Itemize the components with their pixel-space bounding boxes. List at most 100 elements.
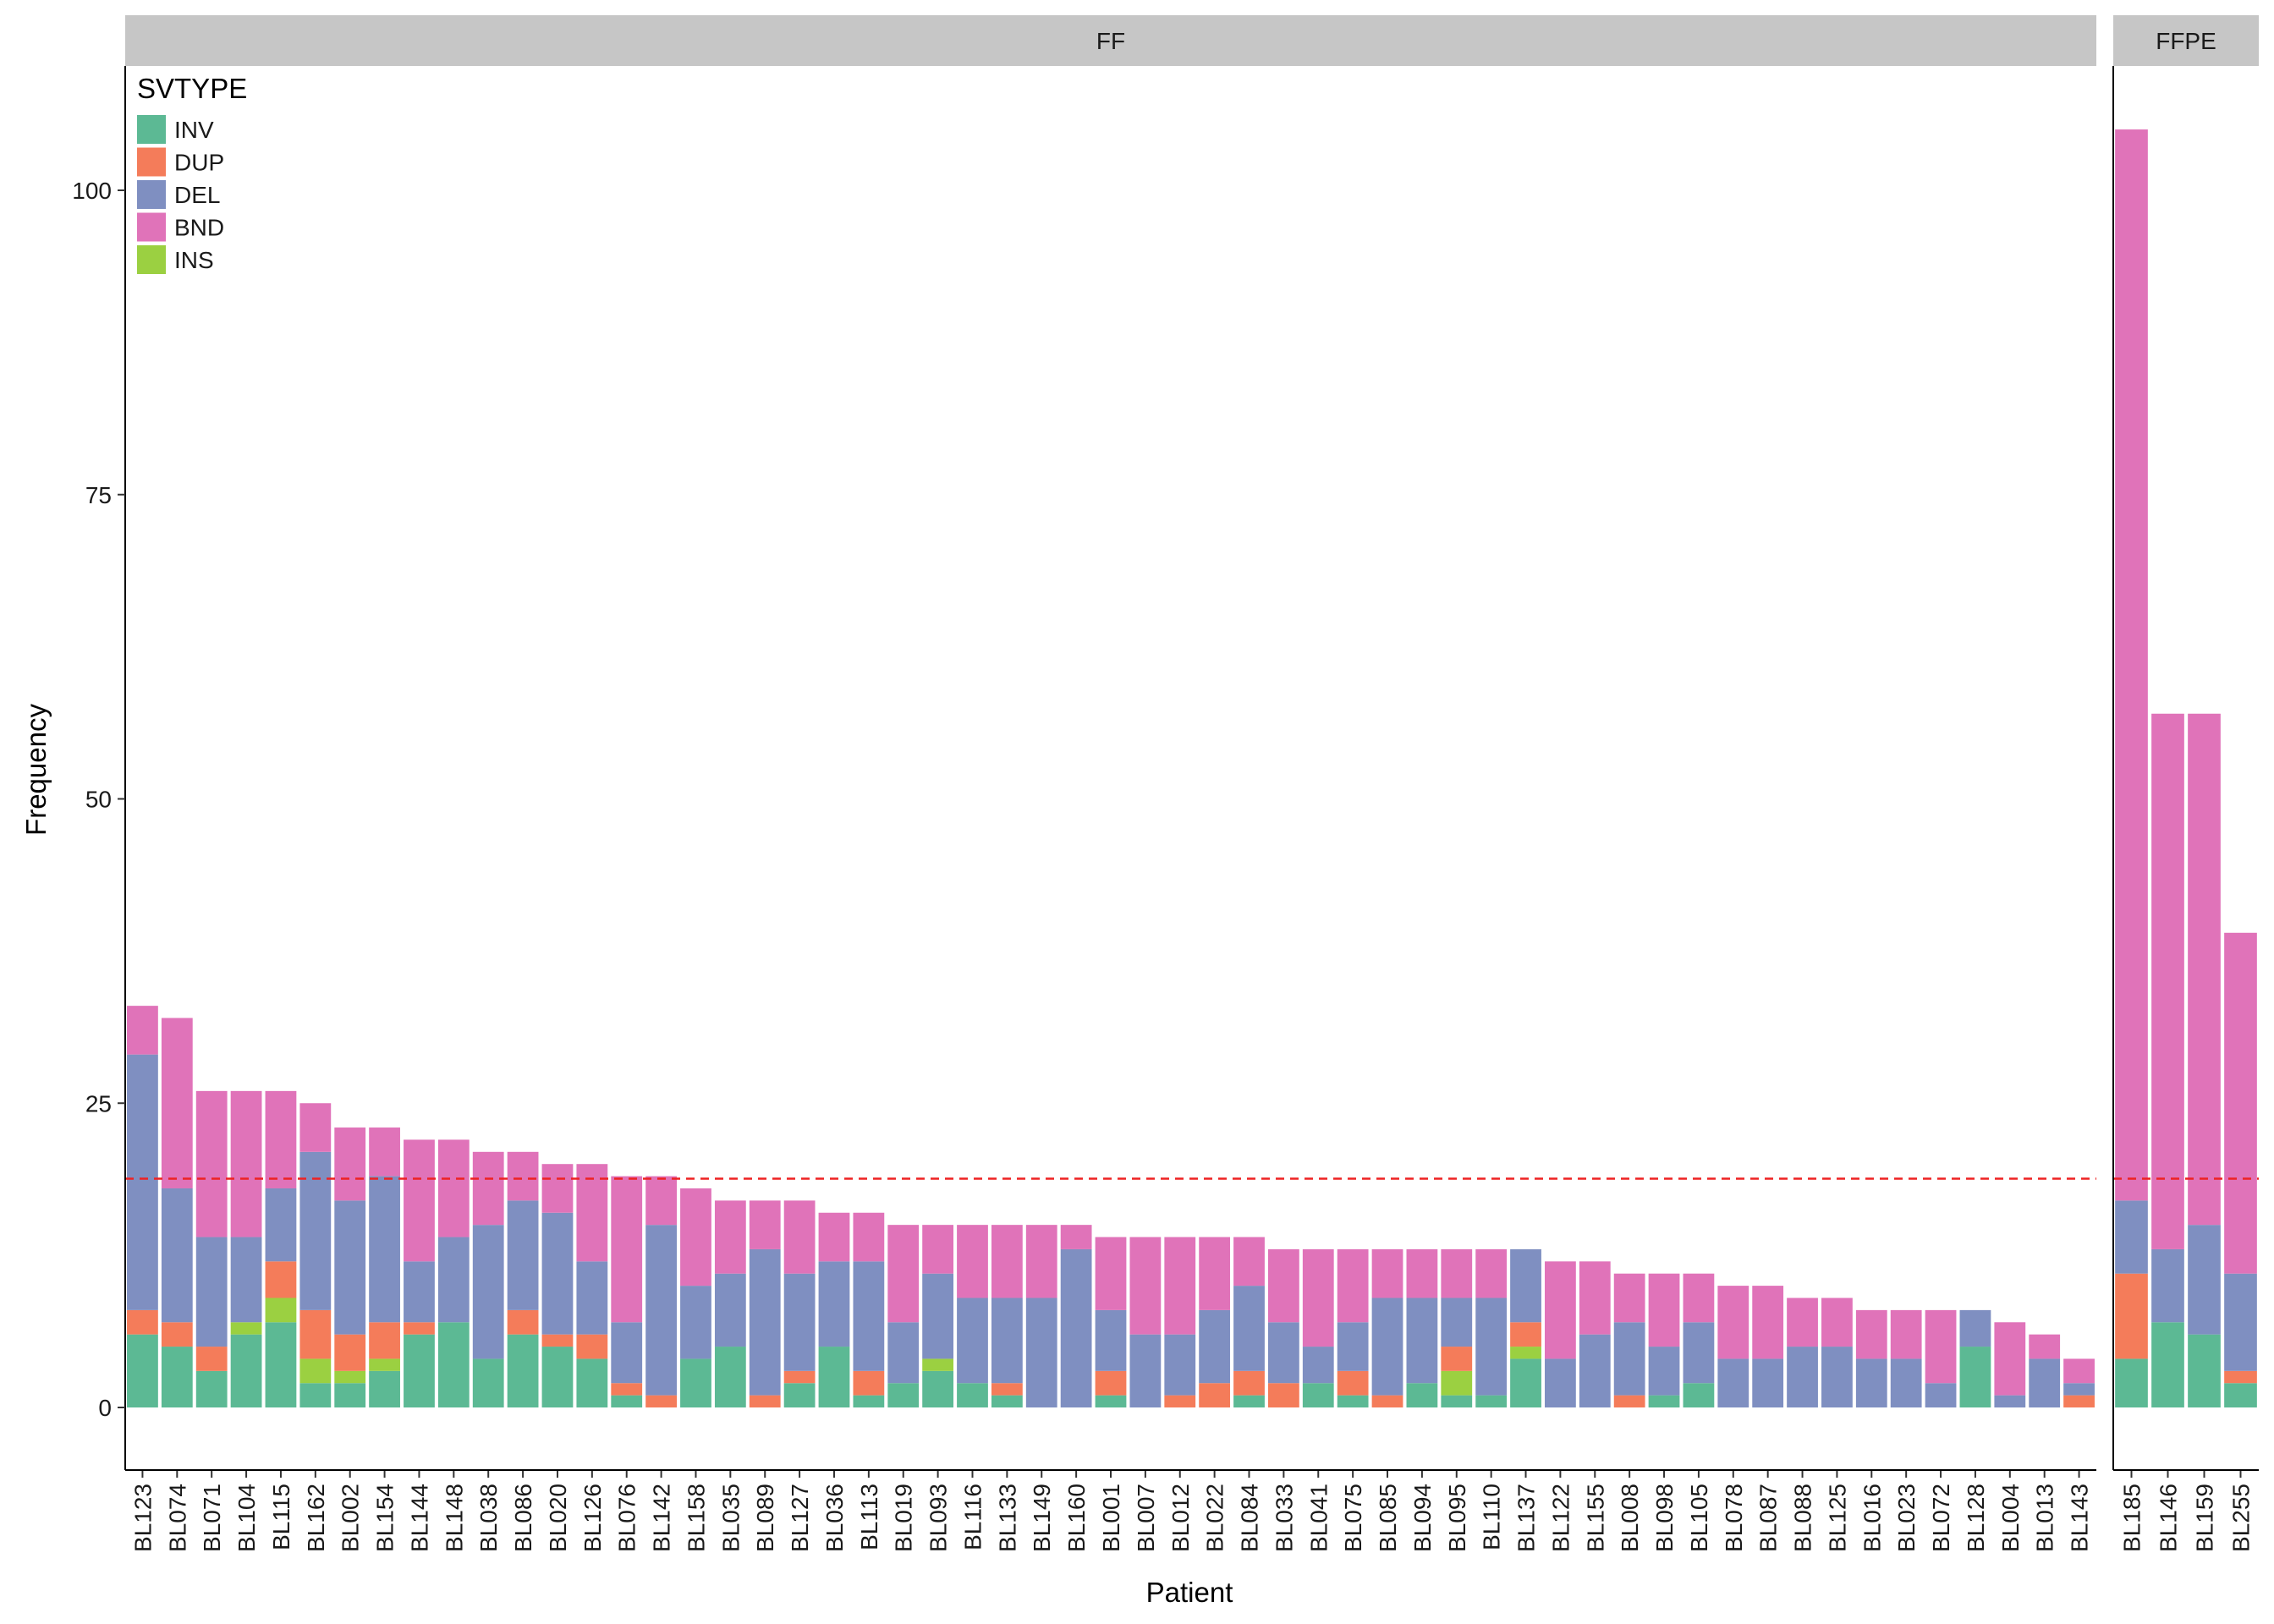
bar-segment-BL115-bnd xyxy=(265,1090,297,1188)
x-tick-label: BL038 xyxy=(475,1484,502,1552)
bar-segment-BL012-del xyxy=(1164,1334,1196,1396)
x-tick-label: BL127 xyxy=(787,1484,813,1552)
bar-segment-BL104-bnd xyxy=(230,1090,262,1237)
bar-segment-BL088-del xyxy=(1787,1347,1818,1407)
x-tick-label: BL087 xyxy=(1755,1484,1782,1552)
x-tick-label: BL162 xyxy=(303,1484,329,1552)
legend-label: INV xyxy=(174,117,214,143)
bar-segment-BL160-del xyxy=(1060,1248,1092,1407)
bar-segment-BL016-bnd xyxy=(1855,1309,1887,1359)
x-tick-label: BL122 xyxy=(1547,1484,1574,1552)
bar-segment-BL146-bnd xyxy=(2151,713,2184,1249)
bar-segment-BL038-inv xyxy=(472,1358,504,1407)
bar-segment-BL113-dup xyxy=(853,1370,885,1396)
bar-segment-BL143-dup xyxy=(2063,1395,2095,1407)
bar-segment-BL115-ins xyxy=(265,1298,297,1323)
x-tick-label: BL078 xyxy=(1721,1484,1747,1552)
x-tick-label: BL133 xyxy=(994,1484,1020,1552)
bar-segment-BL148-bnd xyxy=(437,1139,470,1237)
bar-segment-BL127-dup xyxy=(783,1370,816,1384)
x-tick-label: BL128 xyxy=(1963,1484,1989,1552)
x-tick-label: BL105 xyxy=(1686,1484,1712,1552)
bar-segment-BL162-inv xyxy=(299,1383,332,1407)
x-tick-label: BL020 xyxy=(545,1484,571,1552)
bar-segment-BL116-inv xyxy=(957,1383,988,1407)
bar-segment-BL088-bnd xyxy=(1787,1298,1818,1347)
bar-segment-BL071-bnd xyxy=(195,1090,228,1237)
x-tick-label: BL023 xyxy=(1893,1484,1920,1552)
bar-segment-BL142-bnd xyxy=(645,1176,677,1226)
bar-segment-BL094-del xyxy=(1406,1298,1438,1384)
y-tick-label: 25 xyxy=(85,1090,112,1116)
bar-segment-BL137-dup xyxy=(1510,1322,1541,1347)
bar-segment-BL022-bnd xyxy=(1199,1237,1231,1310)
bar-segment-BL084-inv xyxy=(1233,1395,1265,1407)
x-tick-label: BL116 xyxy=(959,1484,986,1550)
bar-segment-BL008-del xyxy=(1613,1322,1645,1396)
bar-segment-BL105-bnd xyxy=(1683,1273,1715,1323)
bar-segment-BL185-dup xyxy=(2115,1273,2148,1359)
bar-segment-BL154-bnd xyxy=(369,1127,400,1177)
bar-segment-BL074-dup xyxy=(161,1322,193,1347)
bar-segment-BL155-bnd xyxy=(1579,1261,1611,1335)
bar-segment-BL007-bnd xyxy=(1129,1237,1162,1335)
bar-segment-BL185-inv xyxy=(2115,1358,2148,1407)
bar-segment-BL128-inv xyxy=(1959,1347,1991,1407)
bar-segment-BL122-bnd xyxy=(1545,1261,1576,1359)
x-tick-label: BL085 xyxy=(1375,1484,1401,1552)
bar-segment-BL159-del xyxy=(2188,1225,2221,1335)
bar-segment-BL115-inv xyxy=(265,1322,297,1407)
bar-segment-BL036-inv xyxy=(818,1347,850,1407)
bar-segment-BL255-del xyxy=(2224,1273,2257,1371)
bar-segment-BL019-bnd xyxy=(887,1225,920,1323)
bar-segment-BL104-del xyxy=(230,1237,262,1323)
x-tick-label: BL004 xyxy=(1997,1484,2024,1552)
bar-segment-BL154-ins xyxy=(369,1358,400,1371)
bar-segment-BL146-inv xyxy=(2151,1322,2184,1407)
bar-segment-BL162-dup xyxy=(299,1309,332,1359)
bar-segment-BL162-ins xyxy=(299,1358,332,1384)
x-tick-label: BL137 xyxy=(1513,1484,1540,1552)
bar-segment-BL133-dup xyxy=(991,1383,1023,1396)
bar-segment-BL255-inv xyxy=(2224,1383,2257,1407)
bar-segment-BL093-bnd xyxy=(922,1225,954,1274)
x-tick-label: BL158 xyxy=(683,1484,709,1552)
bar-segment-BL087-bnd xyxy=(1752,1286,1784,1359)
bar-segment-BL019-inv xyxy=(887,1383,920,1407)
bar-segment-BL093-ins xyxy=(922,1358,954,1371)
bar-segment-BL185-bnd xyxy=(2115,129,2148,1201)
bar-segment-BL007-del xyxy=(1129,1334,1162,1407)
bar-segment-BL071-del xyxy=(195,1237,228,1347)
x-tick-label: BL110 xyxy=(1479,1484,1505,1550)
legend-label: DUP xyxy=(174,150,224,176)
bar-segment-BL144-inv xyxy=(404,1334,435,1407)
bar-segment-BL133-del xyxy=(991,1298,1023,1384)
bar-segment-BL033-dup xyxy=(1267,1383,1299,1407)
legend-key-del xyxy=(137,180,166,209)
bar-segment-BL022-del xyxy=(1199,1309,1231,1384)
bar-segment-BL149-del xyxy=(1025,1298,1057,1407)
bar-segment-BL002-del xyxy=(334,1200,366,1335)
y-tick-label: 100 xyxy=(72,178,112,204)
x-axis-title: Patient xyxy=(1146,1577,1233,1608)
bar-segment-BL041-bnd xyxy=(1302,1248,1334,1347)
bar-segment-BL086-del xyxy=(507,1200,539,1310)
legend: SVTYPE INV DUP DEL BND INS xyxy=(137,73,247,274)
x-tick-label: BL144 xyxy=(406,1484,432,1552)
bar-segment-BL149-bnd xyxy=(1025,1225,1057,1298)
bar-segment-BL128-del xyxy=(1959,1309,1991,1347)
x-tick-label: BL086 xyxy=(510,1484,536,1552)
bar-segment-BL001-inv xyxy=(1095,1395,1127,1407)
bar-segment-BL036-del xyxy=(818,1261,850,1347)
bar-segment-BL159-inv xyxy=(2188,1334,2221,1407)
bar-segment-BL076-dup xyxy=(611,1383,643,1396)
bar-segment-BL095-del xyxy=(1441,1298,1473,1347)
bar-segment-BL104-inv xyxy=(230,1334,262,1407)
legend-label: INS xyxy=(174,247,214,273)
x-tick-label: BL113 xyxy=(856,1484,882,1550)
bar-segment-BL255-bnd xyxy=(2224,932,2257,1274)
bar-segment-BL008-dup xyxy=(1613,1395,1645,1407)
bar-segment-BL075-inv xyxy=(1337,1395,1369,1407)
facet-strips: FF FFPE xyxy=(125,15,2259,66)
x-tick-label: BL149 xyxy=(1029,1484,1055,1552)
